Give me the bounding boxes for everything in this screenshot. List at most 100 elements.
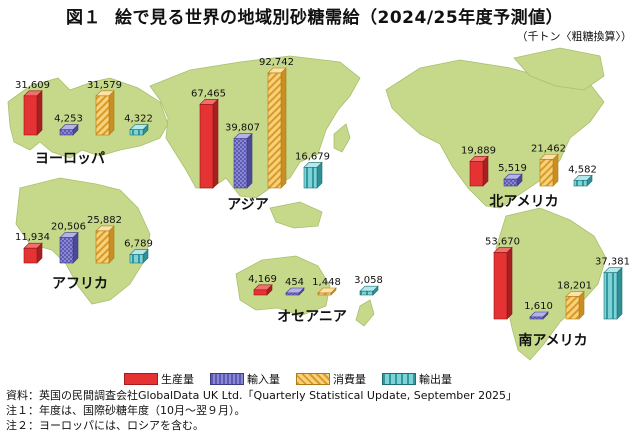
bar-front-south-america-export	[603, 272, 618, 320]
value-label-oceania-consumption: 1,448	[312, 277, 341, 288]
bar-front-asia-production	[199, 104, 214, 189]
value-label-north-america-import: 5,519	[498, 163, 527, 174]
value-label-oceania-import: 454	[285, 277, 304, 288]
value-label-south-america-production: 53,670	[485, 236, 520, 247]
value-label-europe-import: 4,253	[54, 114, 83, 125]
value-label-africa-import: 20,506	[51, 222, 86, 233]
legend-swatch-export	[382, 373, 416, 385]
legend-item-import: 輸入量	[210, 371, 280, 387]
greenland-landmass	[513, 47, 605, 91]
bar-asia-production	[199, 98, 219, 189]
bar-front-europe-export	[129, 129, 144, 136]
region-label-africa: アフリカ	[52, 276, 108, 292]
japan-landmass	[333, 123, 351, 153]
bar-south-america-export	[603, 266, 623, 320]
bar-north-america-export	[573, 174, 593, 187]
bar-asia-import	[233, 132, 253, 189]
legend-item-production: 生産量	[124, 371, 194, 387]
bar-oceania-production	[253, 284, 273, 296]
southeast-asia-landmass	[269, 201, 323, 229]
bar-africa-production	[23, 242, 43, 264]
bar-front-africa-consumption	[95, 230, 110, 264]
region-label-north-america: 北アメリカ	[489, 194, 558, 210]
bar-side-africa-consumption	[108, 225, 115, 264]
legend-swatch-consumption	[296, 373, 330, 385]
bar-front-asia-import	[233, 138, 248, 189]
bar-front-europe-import	[59, 129, 74, 136]
bar-front-south-america-consumption	[565, 296, 580, 320]
bar-side-north-america-consumption	[552, 153, 559, 187]
legend-swatch-production	[124, 373, 158, 385]
bar-north-america-consumption	[539, 153, 559, 187]
value-label-asia-production: 67,465	[191, 88, 226, 99]
bar-north-america-import	[503, 173, 523, 187]
bar-south-america-consumption	[565, 290, 585, 320]
value-label-north-america-production: 19,889	[461, 145, 496, 156]
value-label-oceania-export: 3,058	[354, 275, 383, 286]
bar-asia-consumption	[267, 67, 287, 189]
region-label-oceania: オセアニア	[277, 309, 347, 325]
legend-swatch-import	[210, 373, 244, 385]
value-label-europe-consumption: 31,579	[87, 80, 122, 91]
source-note: 資料：英国の民間調査会社GlobalData UK Ltd.「Quarterly…	[6, 389, 518, 402]
bar-side-south-america-production	[506, 246, 513, 320]
bar-front-north-america-consumption	[539, 159, 554, 187]
bar-front-north-america-import	[503, 178, 518, 187]
value-label-africa-consumption: 25,882	[87, 215, 122, 226]
bar-front-south-america-import	[529, 316, 544, 320]
region-label-asia: アジア	[227, 197, 268, 213]
bar-side-asia-consumption	[280, 67, 287, 189]
bar-europe-export	[129, 123, 149, 136]
bar-africa-consumption	[95, 225, 115, 264]
bar-front-north-america-production	[469, 161, 484, 187]
new-zealand-landmass	[355, 299, 375, 327]
value-label-north-america-export: 4,582	[568, 164, 597, 175]
value-label-europe-production: 31,609	[15, 80, 50, 91]
chart-title: 図１ 絵で見る世界の地域別砂糖需給（2024/25年度予測値）	[66, 3, 563, 28]
bar-europe-consumption	[95, 90, 115, 136]
legend-label-production: 生産量	[161, 373, 194, 386]
bar-front-asia-consumption	[267, 72, 282, 189]
value-label-asia-export: 16,679	[295, 151, 330, 162]
bar-front-south-america-production	[493, 252, 508, 320]
region-label-south-america: 南アメリカ	[518, 332, 587, 349]
footnotes: 資料：英国の民間調査会社GlobalData UK Ltd.「Quarterly…	[6, 388, 517, 433]
bar-asia-export	[303, 161, 323, 189]
value-label-oceania-production: 4,169	[248, 274, 277, 285]
bar-front-africa-import	[59, 237, 74, 264]
value-label-asia-import: 39,807	[225, 123, 260, 134]
bar-side-south-america-export	[616, 266, 623, 320]
bar-front-north-america-export	[573, 180, 588, 187]
legend-label-consumption: 消費量	[333, 373, 366, 386]
bar-oceania-export	[359, 285, 379, 296]
value-label-south-america-export: 37,381	[595, 257, 630, 268]
bar-side-asia-production	[212, 98, 219, 189]
bar-europe-import	[59, 124, 79, 136]
oceania-landmass	[235, 255, 331, 317]
value-label-africa-production: 11,934	[15, 232, 50, 243]
value-label-asia-consumption: 92,742	[259, 57, 294, 68]
figure-number: 図１	[66, 8, 101, 28]
title-text: 絵で見る世界の地域別砂糖需給（2024/25年度予測値）	[115, 8, 564, 28]
bar-africa-import	[59, 231, 79, 264]
region-label-europe: ヨーロッパ	[35, 151, 105, 167]
unit-label: （千トン〈粗糖換算〉）	[516, 30, 633, 43]
legend-item-export: 輸出量	[382, 371, 452, 387]
bar-oceania-import	[285, 287, 305, 296]
bar-front-europe-production	[23, 95, 38, 136]
legend-item-consumption: 消費量	[296, 371, 366, 387]
value-label-north-america-consumption: 21,462	[531, 143, 566, 154]
bar-front-africa-export	[129, 254, 144, 264]
note-fiscal-year: 注１：年度は、国際砂糖年度（10月～翌９月）。	[6, 404, 246, 417]
value-label-europe-export: 4,322	[124, 114, 153, 125]
legend-label-export: 輸出量	[419, 373, 452, 386]
europe-landmass	[7, 77, 169, 159]
bar-front-europe-consumption	[95, 95, 110, 136]
bar-front-oceania-export	[359, 290, 374, 296]
bar-oceania-consumption	[317, 287, 337, 296]
bar-north-america-production	[469, 155, 489, 187]
bar-africa-export	[129, 248, 149, 264]
legend: 生産量 輸入量 消費量 輸出量	[124, 372, 468, 386]
value-label-south-america-consumption: 18,201	[557, 280, 592, 291]
